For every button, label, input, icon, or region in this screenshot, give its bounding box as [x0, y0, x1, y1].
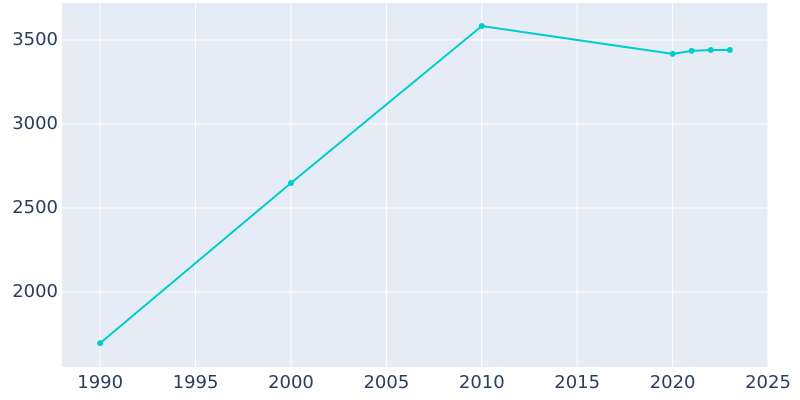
- x-tick-label: 2015: [554, 372, 600, 393]
- y-tick-label: 2500: [12, 197, 58, 218]
- y-tick-label: 3500: [12, 29, 58, 50]
- point: [688, 47, 695, 54]
- y-tick-label: 2000: [12, 281, 58, 302]
- point: [726, 47, 733, 54]
- x-tick-label: 1990: [77, 372, 123, 393]
- x-tick-label: 2025: [745, 372, 791, 393]
- x-tick-label: 2020: [650, 372, 696, 393]
- x-tick-label: 2005: [363, 372, 409, 393]
- x-tick-label: 1995: [173, 372, 219, 393]
- point: [478, 23, 485, 30]
- x-tick-label: 2000: [268, 372, 314, 393]
- point: [707, 47, 714, 54]
- x-tick-label: 2010: [459, 372, 505, 393]
- point: [287, 179, 294, 186]
- y-tick-label: 3000: [12, 113, 58, 134]
- point: [97, 340, 104, 347]
- plot-area: [62, 3, 768, 367]
- point: [669, 50, 676, 57]
